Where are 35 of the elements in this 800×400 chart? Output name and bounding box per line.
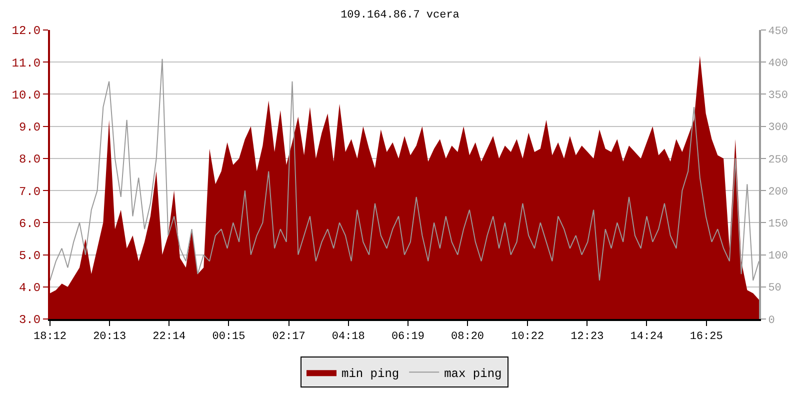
chart-title: 109.164.86.7 vcera — [340, 10, 460, 22]
y-tick-label: 5.0 — [18, 248, 41, 263]
y-tick-label: 7.0 — [18, 184, 41, 199]
x-tick-label: 18:12 — [33, 331, 67, 344]
x-tick-label: 10:22 — [511, 331, 544, 344]
x-tick-label: 06:19 — [391, 331, 424, 344]
y2-tick-label: 150 — [768, 218, 788, 231]
x-tick-label: 00:15 — [212, 331, 246, 344]
x-tick-label: 20:13 — [93, 331, 126, 344]
x-tick-label: 12:23 — [570, 331, 604, 344]
y2-tick-label: 400 — [768, 58, 788, 70]
y2-tick-label: 50 — [768, 282, 782, 295]
y-tick-label: 3.0 — [18, 313, 41, 328]
legend-label: max ping — [444, 366, 502, 381]
y2-tick-label: 250 — [768, 154, 788, 166]
legend-label: min ping — [342, 366, 400, 381]
y-tick-label: 9.0 — [18, 120, 41, 135]
x-tick-label: 02:17 — [272, 331, 306, 344]
y2-tick-label: 0 — [768, 314, 775, 327]
y-tick-label: 4.0 — [18, 281, 41, 296]
y-tick-label: 11.0 — [12, 56, 41, 70]
x-tick-label: 14:24 — [630, 331, 664, 344]
y-tick-label: 8.0 — [18, 152, 41, 167]
y-tick-label: 10.0 — [12, 88, 41, 102]
y-tick-label: 12.0 — [12, 24, 41, 38]
y2-tick-label: 450 — [768, 26, 788, 38]
y-tick-label: 6.0 — [18, 216, 41, 231]
x-tick-label: 22:14 — [152, 331, 186, 344]
x-tick-label: 04:18 — [332, 331, 365, 344]
y2-tick-label: 350 — [768, 90, 788, 102]
x-tick-label: 16:25 — [690, 331, 723, 344]
y2-tick-label: 200 — [768, 186, 788, 198]
x-tick-label: 08:20 — [451, 331, 484, 344]
y2-tick-label: 300 — [768, 122, 788, 134]
y2-tick-label: 100 — [768, 250, 788, 263]
